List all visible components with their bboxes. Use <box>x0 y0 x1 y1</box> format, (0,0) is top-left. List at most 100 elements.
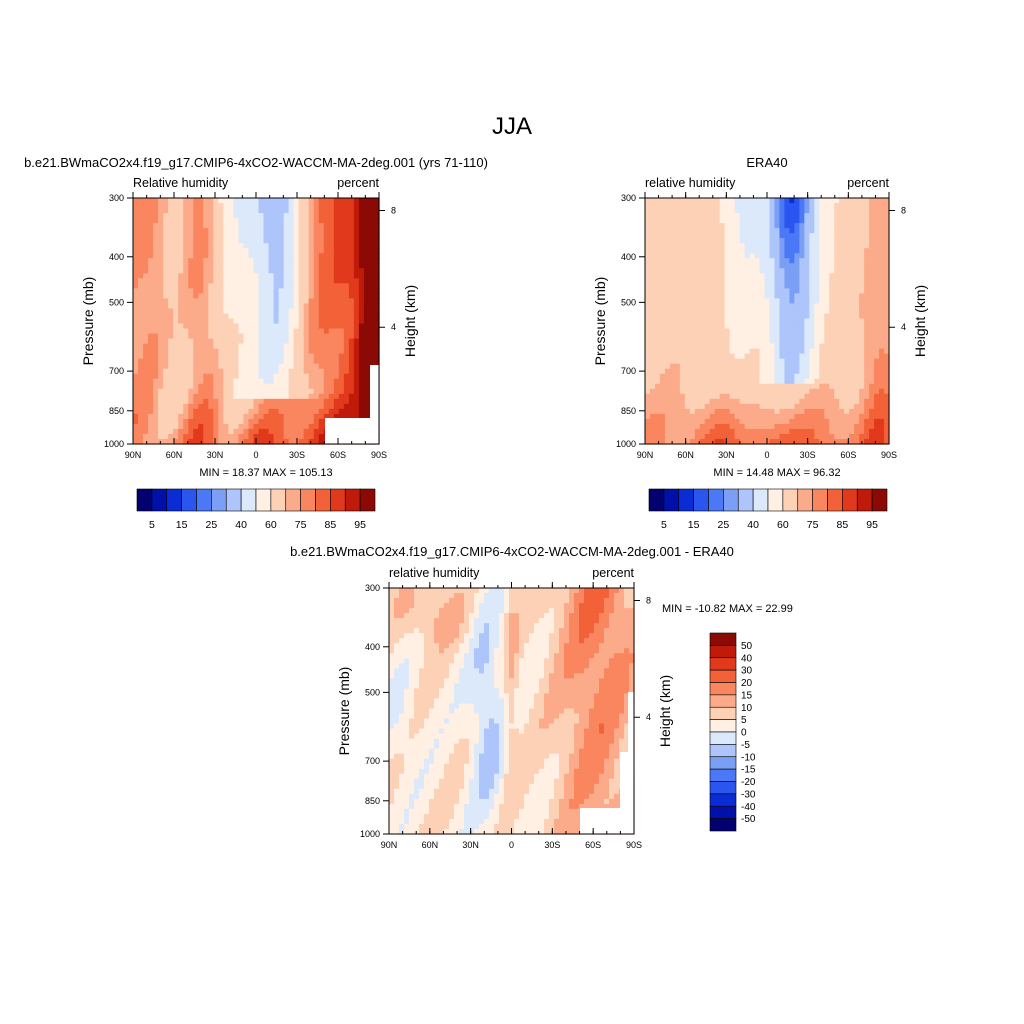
obs-field-cell <box>829 273 835 279</box>
model-field-cell <box>188 363 194 370</box>
obs-field-cell <box>789 318 795 325</box>
obs-field-cell <box>669 268 676 274</box>
obs-field-cell <box>674 358 681 365</box>
model-field-cell <box>188 323 194 330</box>
model-field-cell <box>228 418 235 425</box>
obs-field-cell <box>784 203 791 209</box>
obs-field-cell <box>659 333 666 340</box>
model-colorbar-swatch <box>344 488 361 512</box>
model-field-cell <box>278 418 285 425</box>
obs-field-cell <box>864 268 870 274</box>
model-field-cell <box>183 253 189 259</box>
obs-field-cell <box>809 363 815 370</box>
model-field-cell <box>363 353 370 360</box>
model-field-cell <box>178 278 184 284</box>
model-field-cell <box>248 358 255 365</box>
obs-field-cell <box>874 238 880 244</box>
obs-field-cell <box>769 318 776 325</box>
obs-field-cell <box>714 368 721 375</box>
model-field-cell <box>213 323 219 330</box>
model-field-cell <box>303 303 310 310</box>
obs-field-cell <box>674 238 681 244</box>
model-field-cell <box>173 233 179 239</box>
obs-field-cell <box>859 243 865 249</box>
model-field-cell <box>278 438 285 445</box>
model-field-cell <box>153 353 159 360</box>
obs-field-cell <box>749 388 756 395</box>
obs-field-cell <box>714 398 721 405</box>
obs-field-cell <box>859 233 865 239</box>
model-field-cell <box>198 323 204 330</box>
model-field-cell <box>243 238 250 244</box>
model-field-cell <box>148 213 154 219</box>
obs-field-cell <box>869 293 875 300</box>
obs-field-cell <box>669 243 676 249</box>
obs-field-cell <box>694 363 701 370</box>
obs-field-cell <box>869 223 875 229</box>
model-field-cell <box>173 213 179 219</box>
obs-field-cell <box>649 263 656 269</box>
obs-field-cell <box>729 283 736 289</box>
model-field-cell <box>208 308 214 315</box>
model-field-cell <box>138 238 144 244</box>
model-field-cell <box>223 288 229 294</box>
obs-field-cell <box>754 428 761 435</box>
model-field-cell <box>293 238 300 244</box>
model-field-cell <box>318 378 325 385</box>
obs-field-cell <box>649 228 656 234</box>
obs-field-cell <box>734 353 741 360</box>
obs-x-tick-label: 90S <box>881 450 897 460</box>
obs-field-cell <box>874 288 880 294</box>
model-field-cell <box>168 383 174 390</box>
obs-field-cell <box>719 288 726 294</box>
obs-field-cell <box>824 313 830 320</box>
obs-field-cell <box>709 213 716 219</box>
model-field-cell <box>198 223 204 229</box>
model-field-cell <box>253 218 260 224</box>
obs-field-cell <box>674 283 681 289</box>
obs-field-cell <box>749 368 756 375</box>
obs-field-cell <box>859 298 865 305</box>
model-field-cell <box>218 318 224 325</box>
model-field-cell <box>203 263 209 269</box>
model-field-cell <box>298 278 305 284</box>
obs-field-cell <box>799 348 805 355</box>
model-field-cell <box>203 198 209 204</box>
model-field-cell <box>248 253 255 259</box>
model-field-cell <box>153 298 159 305</box>
obs-field-cell <box>689 333 696 340</box>
model-field-cell <box>298 288 305 294</box>
obs-field-cell <box>849 288 855 294</box>
obs-field-cell <box>734 203 741 209</box>
model-field-cell <box>213 293 219 300</box>
obs-field-cell <box>649 198 656 204</box>
model-field-cell <box>303 233 310 239</box>
model-field-cell <box>353 408 360 415</box>
obs-field-cell <box>679 223 686 229</box>
model-field-cell <box>228 408 235 415</box>
obs-field-cell <box>669 203 676 209</box>
model-field-cell <box>263 263 270 269</box>
obs-field-cell <box>749 288 756 294</box>
model-field-cell <box>343 343 350 350</box>
model-field-cell <box>153 208 159 214</box>
model-field-cell <box>258 363 265 370</box>
model-field-cell <box>278 278 285 284</box>
obs-field-cell <box>714 243 721 249</box>
obs-field-cell <box>679 203 686 209</box>
model-field-cell <box>213 433 219 440</box>
model-field-cell <box>188 233 194 239</box>
model-field-cell <box>168 283 174 289</box>
obs-field-cell <box>759 418 766 425</box>
model-field-cell <box>363 298 370 305</box>
obs-field-cell <box>699 223 706 229</box>
obs-field-cell <box>679 368 686 375</box>
model-field-cell <box>243 388 250 395</box>
model-field-cell <box>228 248 235 254</box>
obs-field-cell <box>645 378 651 385</box>
model-field-cell <box>333 303 340 310</box>
model-field-cell <box>143 248 149 254</box>
obs-field-cell <box>734 313 741 320</box>
obs-field-cell <box>724 418 731 425</box>
model-field-cell <box>343 283 350 289</box>
